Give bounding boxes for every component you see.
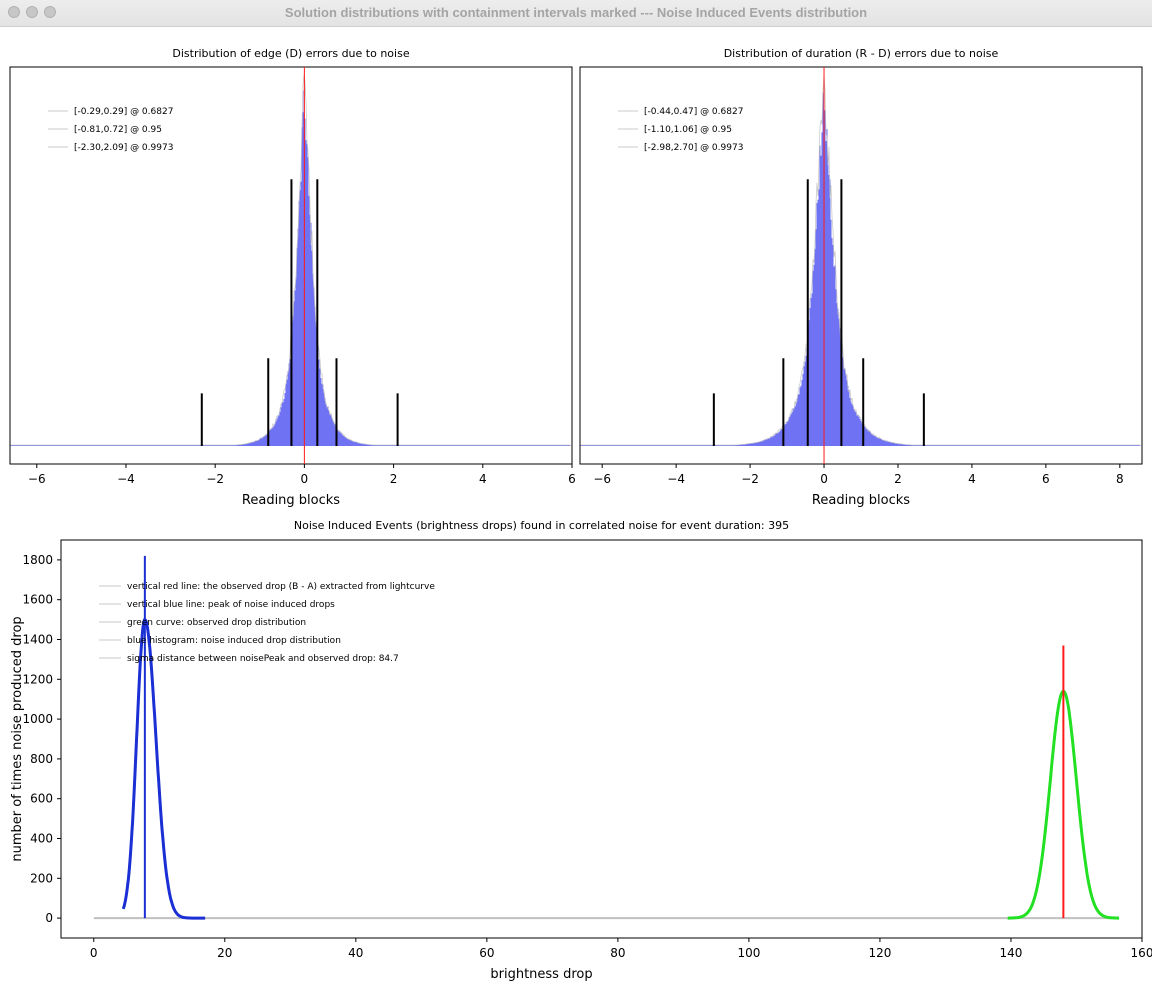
x-axis-label: Reading blocks	[812, 493, 910, 508]
x-tick-label: 2	[390, 472, 398, 486]
histogram-bars	[10, 90, 571, 446]
x-tick-label: 80	[610, 946, 625, 960]
x-tick-label: 40	[348, 946, 363, 960]
x-tick-label: 140	[1000, 946, 1023, 960]
legend-entry: blue histogram: noise induced drop distr…	[127, 636, 341, 646]
x-tick-label: −2	[741, 472, 759, 486]
legend-entry: vertical red line: the observed drop (B …	[127, 582, 435, 592]
window-titlebar: Solution distributions with containment …	[0, 0, 1152, 27]
plot-frame	[60, 539, 1143, 939]
noise-drop-curve	[121, 617, 206, 920]
legend-entry: green curve: observed drop distribution	[127, 618, 306, 628]
window-title: Solution distributions with containment …	[284, 5, 868, 20]
x-tick-label: 20	[217, 946, 232, 960]
x-tick-label: −4	[117, 472, 135, 486]
y-axis-label: number of times noise produced drop	[10, 616, 25, 861]
y-tick-label: 1600	[22, 593, 53, 607]
minimize-window-button[interactable]	[26, 6, 38, 18]
chart-title: Distribution of edge (D) errors due to n…	[172, 47, 409, 60]
x-tick-label: 4	[479, 472, 487, 486]
legend: [-0.29,0.29] @ 0.6827 [-0.81,0.72] @ 0.95…	[48, 107, 173, 153]
y-tick-label: 600	[30, 792, 53, 806]
x-tick-label: 0	[90, 946, 98, 960]
y-tick-label: 800	[30, 752, 53, 766]
x-tick-label: 0	[301, 472, 309, 486]
legend-entry: sigma distance between noisePeak and obs…	[127, 654, 399, 664]
x-tick-label: −2	[206, 472, 224, 486]
x-tick-label: 8	[1116, 472, 1124, 486]
y-tick-label: 200	[30, 871, 53, 885]
x-tick-label: −4	[667, 472, 685, 486]
legend-entry: [-2.98,2.70] @ 0.9973	[644, 143, 743, 153]
y-tick-label: 1200	[22, 672, 53, 686]
x-axis-label: Reading blocks	[242, 493, 340, 508]
error-distribution-chart-2: Distribution of duration (R - D) errors …	[579, 47, 1143, 508]
error-distribution-chart-1: Distribution of edge (D) errors due to n…	[9, 47, 576, 508]
zoom-window-button[interactable]	[44, 6, 56, 18]
x-tick-label: −6	[593, 472, 611, 486]
legend-entry: [-1.10,1.06] @ 0.95	[644, 125, 732, 135]
legend-entry: vertical blue line: peak of noise induce…	[127, 600, 335, 610]
chart-title: Distribution of duration (R - D) errors …	[724, 47, 999, 60]
histogram-bars	[580, 92, 1141, 446]
noise-events-chart: Noise Induced Events (brightness drops) …	[10, 519, 1152, 982]
x-axis-label: brightness drop	[490, 967, 592, 982]
y-tick-label: 1800	[22, 553, 53, 567]
close-window-button[interactable]	[8, 6, 20, 18]
x-tick-label: 100	[737, 946, 760, 960]
legend-entry: [-0.44,0.47] @ 0.6827	[644, 107, 743, 117]
x-tick-label: 6	[1042, 472, 1050, 486]
legend-entry: [-2.30,2.09] @ 0.9973	[74, 143, 173, 153]
x-tick-label: 4	[968, 472, 976, 486]
legend-entry: [-0.81,0.72] @ 0.95	[74, 125, 162, 135]
legend: [-0.44,0.47] @ 0.6827 [-1.10,1.06] @ 0.95…	[618, 107, 743, 153]
plot-frame	[579, 66, 1143, 465]
x-tick-label: 0	[820, 472, 828, 486]
figure-canvas: Distribution of edge (D) errors due to n…	[9, 47, 1152, 982]
histogram	[580, 75, 1141, 446]
x-tick-label: −6	[28, 472, 46, 486]
legend: vertical red line: the observed drop (B …	[99, 582, 435, 664]
x-tick-label: 120	[868, 946, 891, 960]
x-tick-label: 160	[1131, 946, 1152, 960]
legend-entry: [-0.29,0.29] @ 0.6827	[74, 107, 173, 117]
chart-title: Noise Induced Events (brightness drops) …	[294, 519, 789, 532]
y-tick-label: 0	[45, 911, 53, 925]
y-tick-label: 1400	[22, 633, 53, 647]
y-tick-label: 1000	[22, 712, 53, 726]
x-tick-label: 6	[568, 472, 576, 486]
x-tick-label: 2	[894, 472, 902, 486]
x-tick-label: 60	[479, 946, 494, 960]
histogram-outline	[581, 75, 1140, 446]
y-tick-label: 400	[30, 832, 53, 846]
